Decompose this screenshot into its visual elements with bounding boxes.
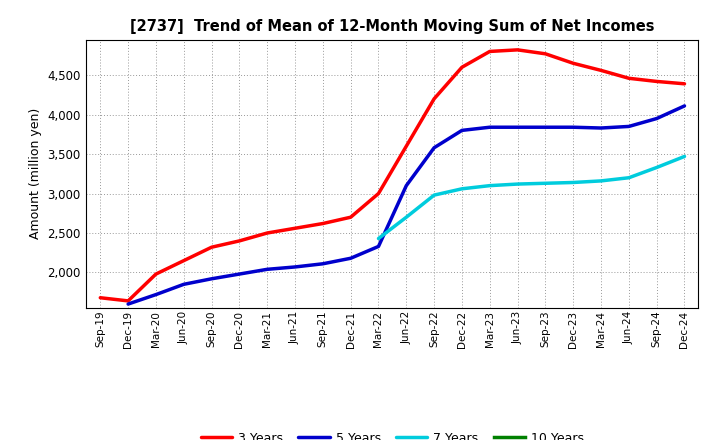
7 Years [513, 181, 522, 187]
3 Years [624, 76, 633, 81]
7 Years [541, 181, 550, 186]
5 Years [179, 282, 188, 287]
5 Years [513, 125, 522, 130]
5 Years [318, 261, 327, 267]
5 Years [430, 145, 438, 150]
Line: 5 Years: 5 Years [128, 106, 685, 304]
5 Years [235, 271, 243, 277]
3 Years [291, 226, 300, 231]
3 Years [179, 258, 188, 263]
5 Years [624, 124, 633, 129]
5 Years [291, 264, 300, 270]
5 Years [680, 103, 689, 109]
3 Years [597, 68, 606, 73]
3 Years [152, 271, 161, 277]
Y-axis label: Amount (million yen): Amount (million yen) [29, 108, 42, 239]
3 Years [96, 295, 104, 301]
Legend: 3 Years, 5 Years, 7 Years, 10 Years: 3 Years, 5 Years, 7 Years, 10 Years [196, 427, 589, 440]
3 Years [124, 298, 132, 304]
5 Years [374, 244, 383, 249]
5 Years [458, 128, 467, 133]
5 Years [541, 125, 550, 130]
5 Years [569, 125, 577, 130]
3 Years [318, 221, 327, 226]
3 Years [569, 61, 577, 66]
7 Years [597, 178, 606, 183]
5 Years [346, 256, 355, 261]
7 Years [430, 192, 438, 198]
5 Years [124, 301, 132, 307]
3 Years [485, 49, 494, 54]
3 Years [263, 231, 271, 236]
Line: 3 Years: 3 Years [100, 50, 685, 301]
7 Years [652, 165, 661, 170]
3 Years [513, 47, 522, 52]
3 Years [402, 143, 410, 149]
3 Years [235, 238, 243, 244]
Line: 7 Years: 7 Years [379, 157, 685, 238]
3 Years [680, 81, 689, 86]
3 Years [541, 51, 550, 56]
7 Years [458, 186, 467, 191]
5 Years [485, 125, 494, 130]
5 Years [207, 276, 216, 282]
7 Years [402, 215, 410, 220]
5 Years [402, 183, 410, 188]
7 Years [374, 236, 383, 241]
7 Years [624, 175, 633, 180]
3 Years [207, 245, 216, 250]
3 Years [346, 215, 355, 220]
5 Years [597, 125, 606, 131]
3 Years [430, 96, 438, 102]
5 Years [263, 267, 271, 272]
7 Years [569, 180, 577, 185]
3 Years [652, 79, 661, 84]
3 Years [374, 191, 383, 196]
7 Years [680, 154, 689, 159]
7 Years [485, 183, 494, 188]
Title: [2737]  Trend of Mean of 12-Month Moving Sum of Net Incomes: [2737] Trend of Mean of 12-Month Moving … [130, 19, 654, 34]
5 Years [152, 292, 161, 297]
3 Years [458, 65, 467, 70]
5 Years [652, 116, 661, 121]
